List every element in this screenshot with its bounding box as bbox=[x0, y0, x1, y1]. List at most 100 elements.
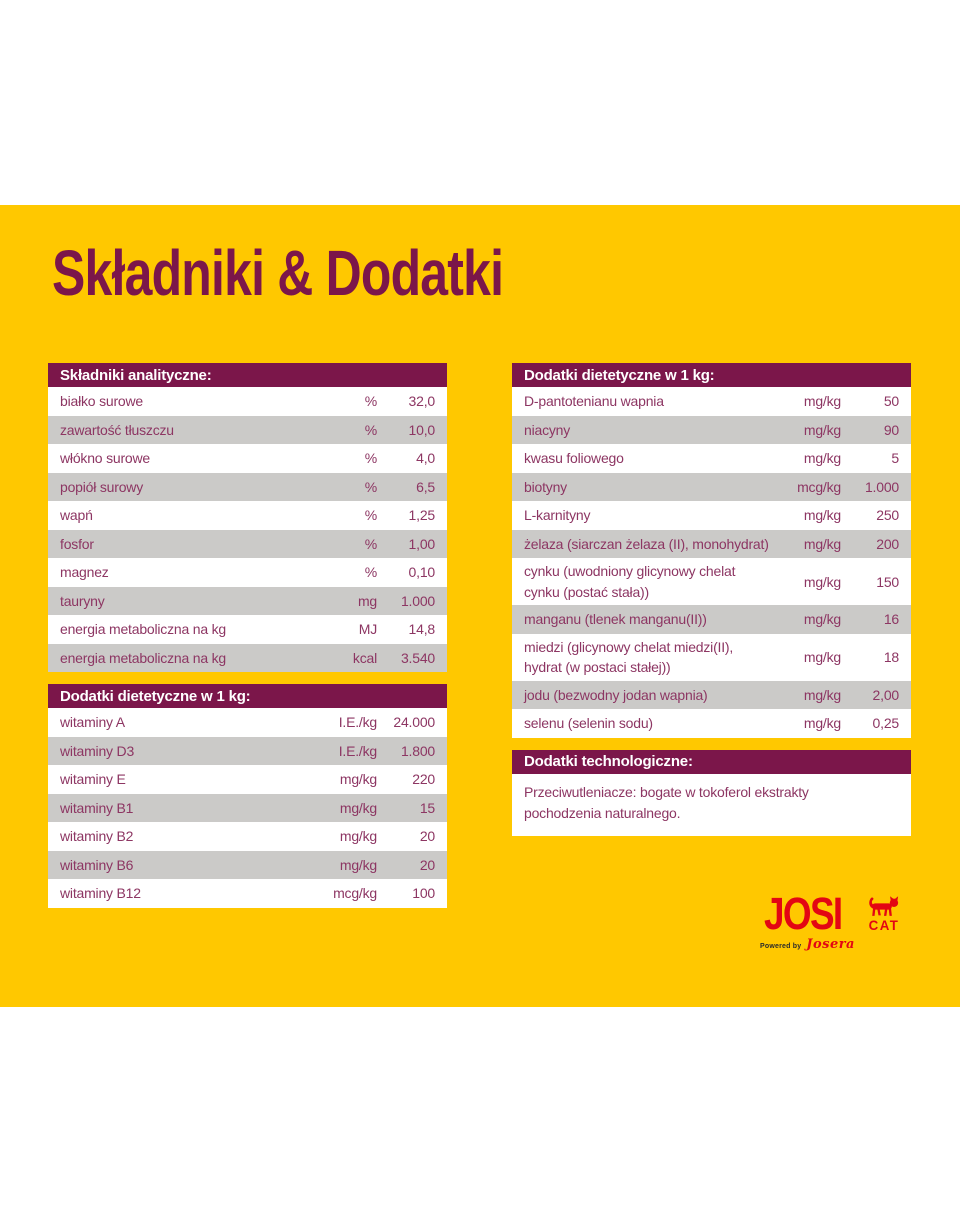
table-row: niacyny mg/kg 90 bbox=[512, 415, 911, 444]
row-value: 150 bbox=[876, 573, 899, 590]
row-label: L-karnityny bbox=[524, 507, 591, 524]
row-value: 24.000 bbox=[393, 714, 435, 731]
row-value: 5 bbox=[891, 450, 899, 467]
row-label: D-pantotenianu wapnia bbox=[524, 393, 664, 410]
row-unit: mg/kg bbox=[803, 649, 841, 665]
table-row: biotyny mcg/kg 1.000 bbox=[512, 472, 911, 501]
row-unit: % bbox=[364, 564, 377, 581]
row-label: jodu (bezwodny jodan wapnia) bbox=[524, 686, 708, 703]
row-unit: % bbox=[364, 535, 377, 552]
table-row: tauryny mg 1.000 bbox=[48, 586, 447, 615]
row-label: manganu (tlenek manganu(II)) bbox=[524, 611, 707, 628]
powered-by-label: Powered by bbox=[760, 943, 802, 950]
table-row: manganu (tlenek manganu(II)) mg/kg 16 bbox=[512, 605, 911, 634]
table-row: wapń% 1,25 bbox=[48, 501, 447, 530]
row-unit: % bbox=[364, 421, 377, 438]
table-row: witaminy B6 mg/kg 20 bbox=[48, 850, 447, 879]
row-unit: mg/kg bbox=[803, 715, 841, 732]
row-value: 20 bbox=[419, 828, 435, 845]
row-unit: mg/kg bbox=[803, 393, 841, 410]
row-value: 32,0 bbox=[408, 393, 436, 410]
row-label: witaminy B6 bbox=[60, 856, 134, 873]
row-value: 6,5 bbox=[416, 478, 435, 495]
row-value: 4,0 bbox=[416, 450, 435, 467]
row-unit: mg/kg bbox=[803, 507, 841, 524]
row-unit: % bbox=[364, 450, 377, 467]
row-unit: mg/kg bbox=[803, 573, 841, 590]
row-label: włókno surowe bbox=[60, 450, 150, 467]
row-value: 200 bbox=[876, 535, 899, 552]
row-label: niacyny bbox=[524, 421, 571, 438]
row-value: 14,8 bbox=[408, 621, 436, 638]
table-row: magnez% 0,10 bbox=[48, 558, 447, 587]
table-row: witaminy E mg/kg 220 bbox=[48, 765, 447, 794]
row-value: 220 bbox=[412, 771, 435, 788]
row-unit: % bbox=[364, 507, 377, 524]
row-value: 100 bbox=[412, 885, 435, 902]
row-unit: mg/kg bbox=[339, 799, 377, 816]
row-unit: I.E./kg bbox=[338, 742, 377, 759]
row-unit: mg bbox=[357, 592, 377, 609]
row-label: energia metaboliczna na kg bbox=[60, 649, 227, 666]
row-value: 1.000 bbox=[400, 592, 435, 609]
table-row: popiół surowy% 6,5 bbox=[48, 472, 447, 501]
row-label: magnez bbox=[60, 564, 109, 581]
table-row: fosfor% 1,00 bbox=[48, 529, 447, 558]
row-label: popiół surowy bbox=[60, 478, 143, 495]
row-label: witaminy B12 bbox=[60, 885, 141, 902]
row-unit: I.E./kg bbox=[338, 714, 377, 731]
table-row: D-pantotenianu wapnia mg/kg 50 bbox=[512, 387, 911, 416]
row-unit: kcal bbox=[352, 649, 377, 666]
table-row: L-karnityny mg/kg 250 bbox=[512, 501, 911, 530]
row-value: 2,00 bbox=[872, 686, 900, 703]
dietary-additives-right-table: Dodatki dietetyczne w 1 kg: D-pantotenia… bbox=[512, 363, 911, 738]
table-header: Dodatki technologiczne: bbox=[512, 749, 911, 774]
row-unit: mg/kg bbox=[339, 771, 377, 788]
row-label: białko surowe bbox=[60, 393, 143, 410]
table-row: cynku (uwodniony glicynowy chelat cynku (… bbox=[512, 558, 911, 605]
left-column: Składniki analityczne: białko surowe% 32,… bbox=[48, 363, 447, 908]
row-unit: mg/kg bbox=[339, 828, 377, 845]
row-value: 250 bbox=[876, 507, 899, 524]
right-column: Dodatki dietetyczne w 1 kg: D-pantotenia… bbox=[512, 363, 911, 836]
technological-additives-text: Przeciwutleniacze: bogate w tokoferol ek… bbox=[512, 773, 911, 836]
row-label: zawartość tłuszczu bbox=[60, 421, 174, 438]
table-header: Dodatki dietetyczne w 1 kg: bbox=[48, 684, 447, 708]
row-label: cynku (uwodniony glicynowy chelat cynku (… bbox=[524, 563, 736, 600]
row-unit: mcg/kg bbox=[797, 478, 841, 495]
row-value: 1.000 bbox=[864, 478, 899, 495]
row-value: 0,25 bbox=[872, 715, 900, 732]
row-label: energia metaboliczna na kg bbox=[60, 621, 227, 638]
row-value: 10,0 bbox=[408, 421, 436, 438]
row-unit: mg/kg bbox=[803, 450, 841, 467]
table-row: witaminy B2 mg/kg 20 bbox=[48, 822, 447, 851]
table-body: witaminy A I.E./kg 24.000 witaminy D3 I.E./k… bbox=[48, 708, 447, 908]
row-unit: mg/kg bbox=[803, 535, 841, 552]
cat-block: CAT bbox=[866, 896, 902, 932]
table-row: kwasu foliowego mg/kg 5 bbox=[512, 444, 911, 473]
row-label: fosfor bbox=[60, 535, 94, 552]
table-row: energia metaboliczna na kg MJ 14,8 bbox=[48, 615, 447, 644]
row-unit: mg/kg bbox=[803, 686, 841, 703]
josi-brand-text: JOSI bbox=[764, 888, 843, 939]
row-label: selenu (selenin sodu) bbox=[524, 715, 653, 732]
cat-icon bbox=[869, 896, 899, 916]
table-row: witaminy A I.E./kg 24.000 bbox=[48, 708, 447, 737]
table-row: witaminy D3 I.E./kg 1.800 bbox=[48, 736, 447, 765]
row-label: witaminy D3 bbox=[60, 742, 135, 759]
row-unit: % bbox=[364, 478, 377, 495]
row-unit: MJ bbox=[358, 621, 377, 638]
row-label: kwasu foliowego bbox=[524, 450, 624, 467]
row-label: żelaza (siarczan żelaza (II), monohydrat… bbox=[524, 535, 769, 552]
powered-by-row: Powered by Josera bbox=[760, 937, 855, 952]
josera-company-text: Josera bbox=[806, 937, 855, 952]
table-row: włókno surowe% 4,0 bbox=[48, 444, 447, 473]
table-row: żelaza (siarczan żelaza (II), monohydrat… bbox=[512, 529, 911, 558]
row-value: 3.540 bbox=[400, 649, 435, 666]
dietary-additives-left-table: Dodatki dietetyczne w 1 kg: witaminy A I.… bbox=[48, 684, 447, 908]
table-header: Składniki analityczne: bbox=[48, 363, 447, 387]
table-row: białko surowe% 32,0 bbox=[48, 387, 447, 416]
row-label: witaminy B1 bbox=[60, 799, 134, 816]
row-value: 16 bbox=[883, 611, 899, 628]
